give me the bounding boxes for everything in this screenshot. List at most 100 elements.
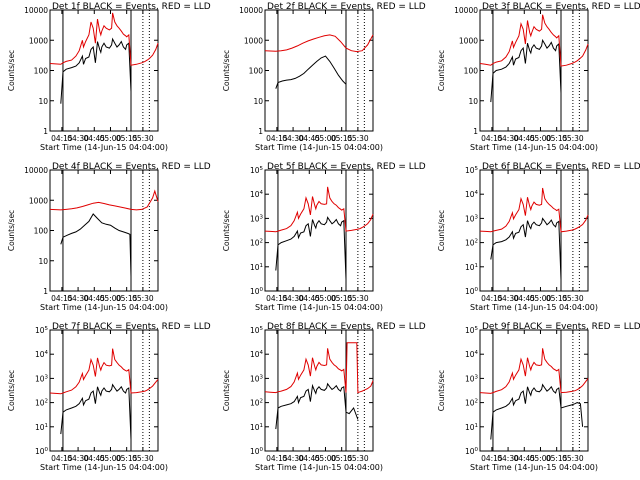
y-tick-label: 105 bbox=[250, 166, 264, 175]
events-series-line bbox=[60, 37, 132, 104]
y-tick-label: 100 bbox=[465, 447, 479, 456]
x-tick-label: 05:00 bbox=[530, 134, 552, 143]
y-axis-label: Counts/sec bbox=[437, 370, 446, 411]
y-tick-label: 1 bbox=[473, 127, 478, 136]
detector-panel-1: Det 1f BLACK = Events, RED = LLD 1 10 100 10… bbox=[7, 2, 211, 152]
y-tick-label: 1000 bbox=[459, 36, 478, 45]
x-tick-label: 04:15 bbox=[481, 294, 503, 303]
y-tick-label: 101 bbox=[250, 263, 263, 272]
x-tick-label: 04:15 bbox=[266, 294, 288, 303]
lld-series-line bbox=[264, 34, 374, 53]
x-tick-label: 05:00 bbox=[315, 134, 337, 143]
x-tick-label: 05:00 bbox=[530, 454, 552, 463]
x-axis-label: Start Time (14-Jun-15 04:04:00) bbox=[40, 143, 168, 152]
y-tick-label: 101 bbox=[35, 423, 48, 432]
x-tick-label: 05:30 bbox=[562, 294, 584, 303]
x-tick-label: 04:45 bbox=[513, 134, 535, 143]
panel-title: Det 3f BLACK = Events, RED = LLD bbox=[482, 2, 640, 12]
y-tick-label: 102 bbox=[250, 399, 263, 408]
panel-title: Det 9f BLACK = Events, RED = LLD bbox=[482, 322, 640, 332]
x-tick-label: 05:15 bbox=[116, 294, 138, 303]
y-tick-label: 105 bbox=[250, 326, 264, 335]
lld-series-line bbox=[264, 186, 374, 233]
y-tick-label: 1000 bbox=[244, 36, 263, 45]
x-tick-label: 05:30 bbox=[347, 134, 369, 143]
y-tick-label: 10 bbox=[253, 97, 263, 106]
x-axis-label: Start Time (14-Jun-15 04:04:00) bbox=[470, 463, 598, 472]
y-tick-label: 102 bbox=[465, 399, 478, 408]
y-axis-label: Counts/sec bbox=[7, 370, 16, 411]
detector-panel-6: Det 6f BLACK = Events, RED = LLD 100 101 10… bbox=[437, 162, 640, 312]
y-tick-label: 101 bbox=[250, 423, 263, 432]
events-series-line bbox=[60, 383, 132, 440]
lld-series-line bbox=[264, 342, 374, 394]
y-tick-label: 10000 bbox=[239, 6, 263, 15]
y-axis-label: Counts/sec bbox=[437, 50, 446, 91]
y-tick-label: 105 bbox=[465, 326, 479, 335]
detector-panel-9: Det 9f BLACK = Events, RED = LLD 100 101 10… bbox=[437, 322, 640, 472]
y-axis-label: Counts/sec bbox=[7, 210, 16, 251]
detector-panel-5: Det 5f BLACK = Events, RED = LLD 100 101 10… bbox=[222, 162, 426, 312]
detector-panel-2: Det 2f BLACK = Events, RED = LLD 1 10 100 10… bbox=[222, 2, 426, 152]
x-tick-label: 05:30 bbox=[347, 294, 369, 303]
panel-title: Det 4f BLACK = Events, RED = LLD bbox=[52, 162, 211, 172]
x-tick-label: 04:15 bbox=[51, 134, 73, 143]
y-tick-label: 104 bbox=[465, 190, 479, 199]
y-tick-label: 100 bbox=[34, 227, 49, 236]
x-tick-label: 05:30 bbox=[132, 454, 154, 463]
y-tick-label: 1000 bbox=[29, 36, 48, 45]
panel-title: Det 8f BLACK = Events, RED = LLD bbox=[267, 322, 426, 332]
x-axis-label: Start Time (14-Jun-15 04:04:00) bbox=[470, 303, 598, 312]
x-tick-label: 04:15 bbox=[51, 454, 73, 463]
x-tick-label: 05:30 bbox=[132, 134, 154, 143]
x-tick-label: 05:00 bbox=[100, 294, 122, 303]
panel-title: Det 1f BLACK = Events, RED = LLD bbox=[52, 2, 211, 12]
x-tick-label: 04:45 bbox=[83, 134, 105, 143]
events-series-line bbox=[275, 55, 347, 89]
x-tick-label: 04:30 bbox=[497, 134, 519, 143]
y-tick-label: 100 bbox=[249, 67, 264, 76]
y-tick-label: 100 bbox=[250, 287, 264, 296]
plot-frame bbox=[479, 329, 589, 452]
y-axis-label: Counts/sec bbox=[222, 210, 231, 251]
x-tick-label: 05:15 bbox=[116, 134, 138, 143]
y-axis-label: Counts/sec bbox=[222, 370, 231, 411]
x-axis-label: Start Time (14-Jun-15 04:04:00) bbox=[40, 463, 168, 472]
x-tick-label: 04:30 bbox=[67, 294, 89, 303]
x-axis-label: Start Time (14-Jun-15 04:04:00) bbox=[255, 143, 383, 152]
y-tick-label: 105 bbox=[465, 166, 479, 175]
x-tick-label: 04:30 bbox=[497, 454, 519, 463]
y-tick-label: 1 bbox=[258, 127, 263, 136]
y-tick-label: 103 bbox=[250, 374, 264, 383]
x-tick-label: 04:15 bbox=[266, 454, 288, 463]
y-tick-label: 10 bbox=[468, 97, 478, 106]
x-axis-label: Start Time (14-Jun-15 04:04:00) bbox=[255, 463, 383, 472]
x-tick-label: 05:15 bbox=[546, 294, 568, 303]
y-tick-label: 10 bbox=[38, 97, 48, 106]
y-tick-label: 10000 bbox=[24, 166, 48, 175]
x-tick-label: 04:45 bbox=[298, 134, 320, 143]
plot-frame bbox=[49, 169, 159, 292]
events-series-line bbox=[490, 383, 584, 440]
detector-panel-3: Det 3f BLACK = Events, RED = LLD 1 10 100 10… bbox=[437, 2, 640, 152]
x-tick-label: 05:15 bbox=[116, 454, 138, 463]
y-tick-label: 103 bbox=[250, 214, 264, 223]
x-tick-label: 05:15 bbox=[331, 294, 353, 303]
y-tick-label: 103 bbox=[35, 374, 49, 383]
panel-title: Det 6f BLACK = Events, RED = LLD bbox=[482, 162, 640, 172]
x-tick-label: 04:30 bbox=[497, 294, 519, 303]
x-tick-label: 04:15 bbox=[266, 134, 288, 143]
x-tick-label: 05:00 bbox=[315, 454, 337, 463]
panel-title: Det 5f BLACK = Events, RED = LLD bbox=[267, 162, 426, 172]
events-series-line bbox=[60, 213, 132, 277]
y-tick-label: 104 bbox=[250, 190, 264, 199]
plot-frame bbox=[264, 9, 374, 132]
events-series-line bbox=[275, 382, 359, 430]
y-tick-label: 101 bbox=[465, 263, 478, 272]
y-tick-label: 1 bbox=[43, 127, 48, 136]
lld-series-line bbox=[479, 348, 589, 394]
y-tick-label: 1000 bbox=[29, 196, 48, 205]
y-axis-label: Counts/sec bbox=[437, 210, 446, 251]
x-tick-label: 04:15 bbox=[481, 134, 503, 143]
detector-panel-8: Det 8f BLACK = Events, RED = LLD 100 101 10… bbox=[222, 322, 426, 472]
